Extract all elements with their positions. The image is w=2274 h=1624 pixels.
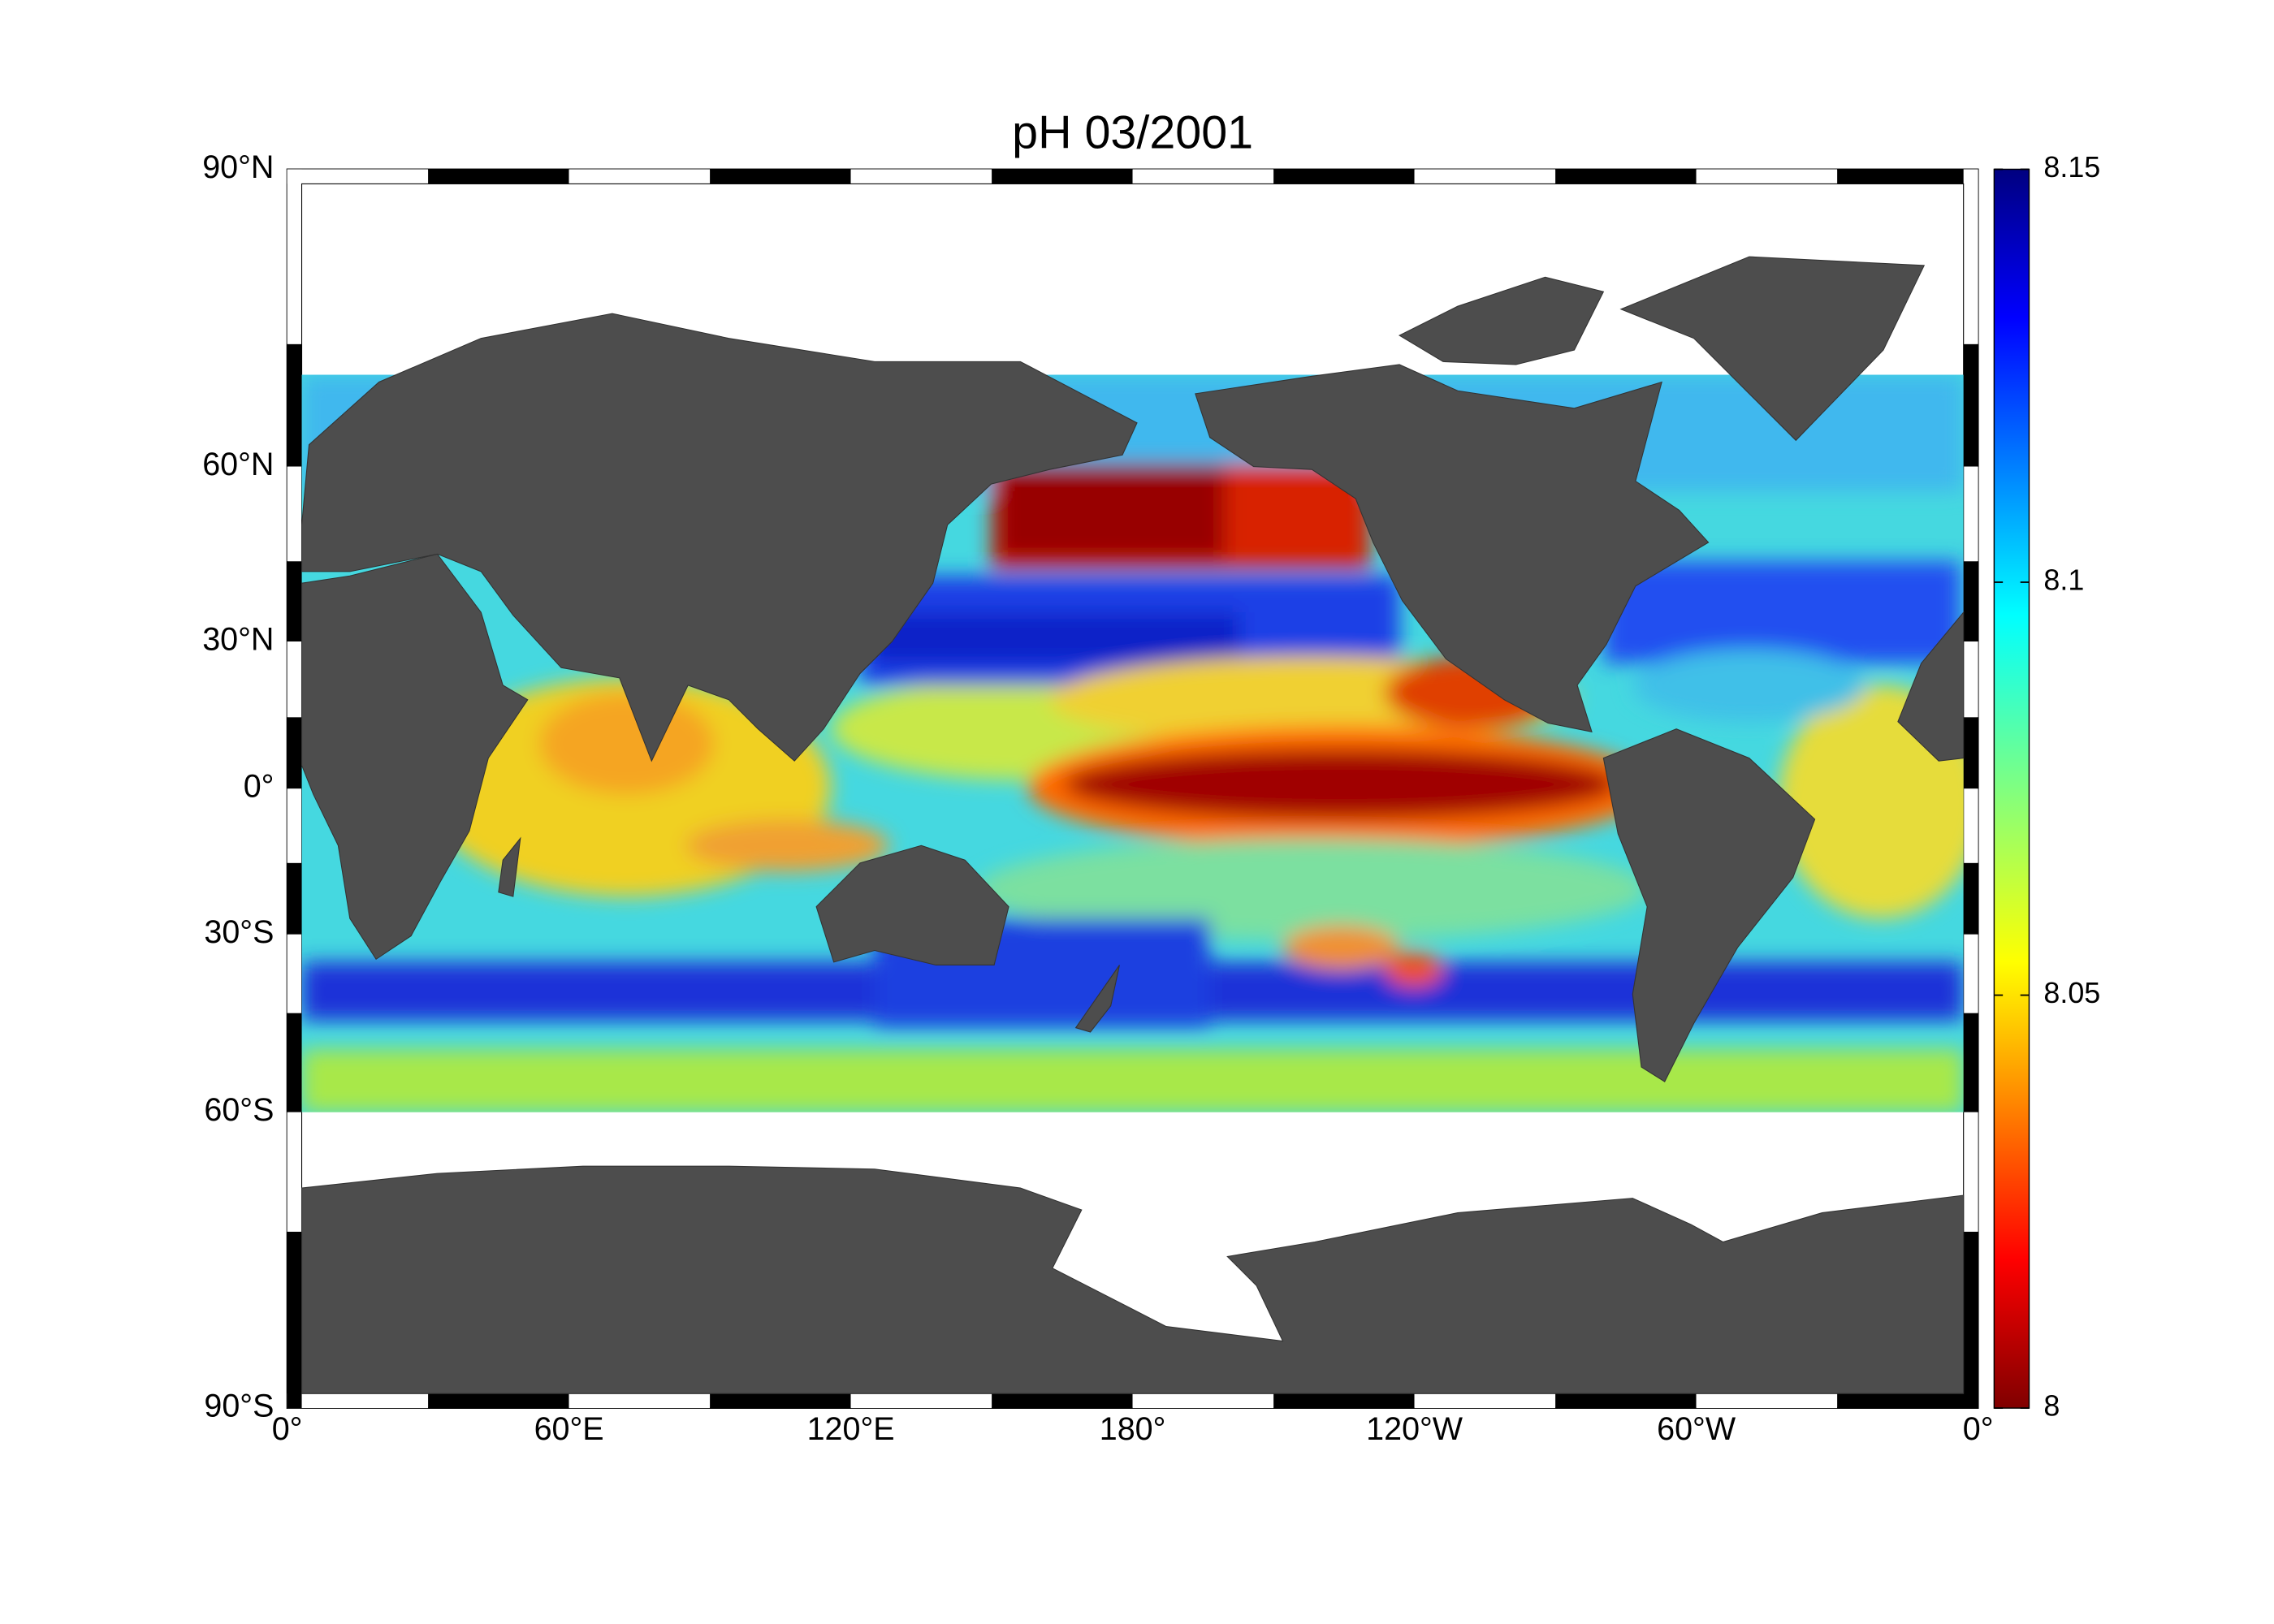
lat-label: 60°S (204, 1092, 274, 1128)
lat-label: 30°S (204, 914, 274, 950)
map-title: pH 03/2001 (1012, 106, 1253, 158)
frame-dash (1696, 1393, 1838, 1409)
lon-label: 60°W (1657, 1411, 1736, 1447)
frame-dash (1273, 169, 1415, 184)
frame-dash (850, 1393, 992, 1409)
frame-dash (287, 1112, 302, 1232)
frame-dash (287, 561, 302, 641)
frame-dash (1555, 1393, 1697, 1409)
frame-dash (287, 1393, 429, 1409)
land (301, 256, 1965, 1394)
lon-label: 120°W (1366, 1411, 1463, 1447)
frame-dash (710, 1393, 851, 1409)
frame-dash (1963, 1231, 1978, 1409)
frame-dash (287, 343, 302, 467)
australia (815, 844, 1009, 965)
frame-dash (1963, 862, 1978, 935)
colorbar-tick-label: 8.05 (2043, 977, 2100, 1009)
eurasia (301, 313, 1138, 762)
lat-label: 60°N (202, 447, 274, 482)
frame-dash (1963, 561, 1978, 641)
frame-dash (850, 169, 992, 184)
africa (301, 553, 529, 961)
frame-dash (1963, 466, 1978, 562)
lon-label: 120°E (807, 1411, 895, 1447)
frame-dash (287, 1231, 302, 1409)
lon-label: 0° (1963, 1411, 1994, 1447)
frame-dash (1837, 169, 1978, 184)
south-america (1602, 728, 1816, 1082)
frame-dash (428, 1393, 569, 1409)
frame-dash (1963, 169, 1978, 344)
labels: 90°N60°N30°N0°30°S60°S90°S0° 60°E 120°E 180… (202, 149, 2100, 1447)
frame-dash (1273, 1393, 1415, 1409)
lat-label: 30°N (202, 621, 274, 657)
frame-dash (428, 169, 569, 184)
frame-dash (710, 169, 851, 184)
frame-dash (568, 1393, 711, 1409)
frame-dash (287, 717, 302, 789)
frame-dash (287, 934, 302, 1013)
lat-label: 90°S (204, 1389, 274, 1424)
frame-dash (1132, 1393, 1274, 1409)
frame-dashes (287, 169, 1978, 1409)
lat-label: 0° (244, 769, 275, 805)
madagascar (498, 836, 521, 897)
frame-dash (1963, 1112, 1978, 1232)
frame-dash (1414, 169, 1556, 184)
arctic-islands (1398, 276, 1605, 365)
north-america (1195, 364, 1710, 732)
frame-dash (287, 169, 302, 344)
west-africa (1897, 611, 1965, 762)
new-zealand (1074, 965, 1120, 1033)
frame-dash (1963, 788, 1978, 863)
lat-label: 90°N (202, 149, 274, 185)
frame-dash (568, 169, 711, 184)
antarctica (301, 1165, 1965, 1394)
frame-dash (287, 641, 302, 718)
lon-label: 0° (272, 1411, 303, 1447)
frame-dash (992, 1393, 1133, 1409)
frame-dash (1414, 1393, 1556, 1409)
frame-dash (1963, 934, 1978, 1013)
colorbar (1993, 168, 2030, 1409)
frame-dash (287, 862, 302, 935)
frame-dash (1696, 169, 1838, 184)
lon-label: 60°E (534, 1411, 604, 1447)
frame-dash (287, 169, 429, 184)
frame-dash (1963, 1013, 1978, 1112)
frame-dash (1963, 641, 1978, 718)
frame-dash (1963, 343, 1978, 467)
lon-label: 180° (1100, 1411, 1166, 1447)
frame-dash (992, 169, 1133, 184)
greenland (1619, 256, 1926, 442)
frame-dash (1963, 717, 1978, 789)
frame-dash (1132, 169, 1274, 184)
frame-dash (1837, 1393, 1978, 1409)
frame-dash (287, 1013, 302, 1112)
colorbar-tick-label: 8 (2043, 1390, 2060, 1423)
colorbar-tick-label: 8.1 (2043, 564, 2084, 596)
colorbar-tick-label: 8.15 (2043, 151, 2100, 184)
frame-dash (1555, 169, 1697, 184)
frame-dash (287, 466, 302, 562)
frame-dash (287, 788, 302, 863)
